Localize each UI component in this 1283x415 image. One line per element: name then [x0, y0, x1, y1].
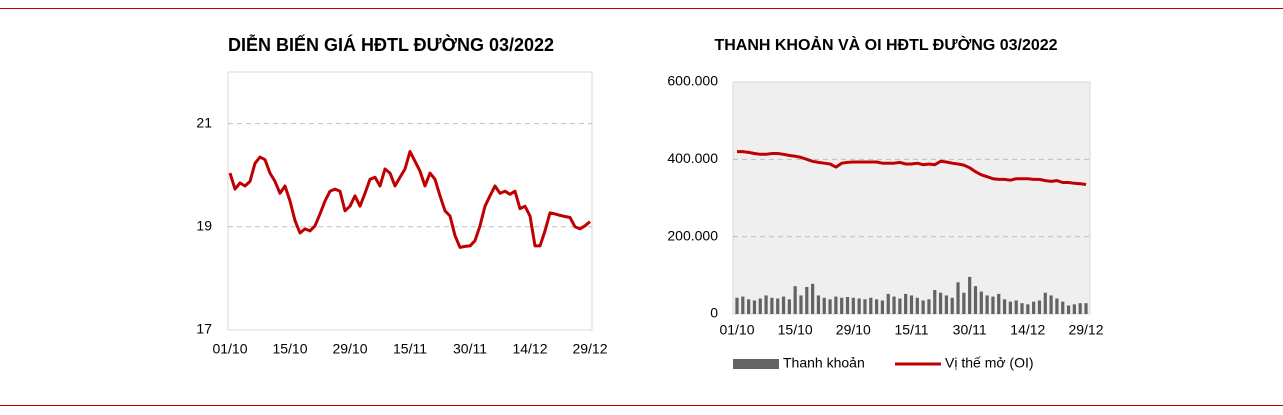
x-tick-label: 29/10 [332, 341, 367, 357]
x-tick-label: 01/10 [212, 341, 247, 357]
plot-area [732, 81, 1091, 315]
bar [752, 300, 757, 314]
bar [869, 297, 873, 314]
bar [968, 276, 972, 314]
bar [1066, 305, 1071, 314]
x-tick-label: 14/12 [1010, 322, 1045, 338]
x-tick-label: 29/10 [836, 322, 871, 338]
x-tick-label: 15/10 [778, 322, 813, 338]
bar [886, 293, 890, 314]
bar [921, 300, 925, 314]
bar [1043, 292, 1047, 314]
x-tick-label: 01/10 [719, 322, 754, 338]
bar [828, 299, 832, 314]
bar [927, 299, 931, 314]
chart-title: DIỄN BIẾN GIÁ HĐTL ĐƯỜNG 03/2022 [228, 34, 554, 55]
bar [822, 297, 826, 314]
x-tick-label: 15/10 [272, 341, 307, 357]
bar [799, 295, 803, 314]
bar [840, 297, 844, 314]
bar [1008, 301, 1012, 314]
y-tick-label: 200.000 [667, 227, 718, 243]
legend-swatch [733, 359, 779, 369]
x-tick-label: 15/11 [393, 341, 427, 357]
bar [1014, 300, 1018, 314]
legend-label: Vị thế mở (OI) [945, 355, 1034, 371]
bar [909, 295, 914, 314]
x-tick-label: 29/12 [1068, 322, 1103, 338]
y-tick-label: 0 [710, 305, 718, 321]
bar [985, 295, 989, 314]
bar [950, 297, 954, 314]
bar [851, 297, 855, 314]
bar [758, 298, 762, 314]
bar [944, 295, 949, 314]
plot-area [227, 71, 593, 331]
x-tick-label: 30/11 [953, 322, 987, 338]
bar [1026, 304, 1030, 314]
bar [962, 292, 966, 314]
bar [1061, 301, 1065, 314]
bar [741, 296, 745, 314]
bar [1002, 299, 1007, 314]
data-line [737, 150, 1087, 186]
bar [997, 293, 1001, 314]
bar [811, 283, 815, 314]
bar [816, 295, 821, 314]
bar [1078, 303, 1082, 314]
bar [764, 295, 768, 314]
bar [787, 299, 791, 314]
bar [991, 296, 995, 314]
bar [805, 286, 809, 314]
legend-label: Thanh khoản [783, 355, 865, 371]
bar [973, 286, 978, 314]
bar [956, 282, 960, 314]
bar [1049, 295, 1053, 314]
data-line [228, 150, 591, 249]
y-tick-label: 17 [196, 321, 212, 337]
bar [1055, 298, 1059, 314]
bar [845, 296, 850, 314]
bar [863, 299, 867, 314]
bar [735, 297, 739, 314]
y-tick-label: 600.000 [667, 73, 718, 89]
bar [1020, 303, 1024, 314]
bar [1032, 301, 1036, 314]
bar [781, 296, 786, 314]
bar [857, 298, 861, 314]
chart-title: THANH KHOẢN VÀ OI HĐTL ĐƯỜNG 03/2022 [714, 35, 1057, 54]
bar [904, 293, 908, 314]
bar [874, 299, 879, 314]
bar [880, 300, 885, 314]
bar [1072, 304, 1076, 314]
y-tick-label: 21 [196, 114, 212, 130]
bar [898, 298, 902, 314]
bar [1037, 300, 1042, 314]
bar [915, 297, 919, 314]
x-tick-label: 14/12 [512, 341, 547, 357]
y-tick-label: 400.000 [667, 150, 718, 166]
bar [793, 286, 797, 314]
bar [1084, 303, 1088, 314]
bar [979, 291, 983, 314]
bar [776, 298, 780, 314]
bar [892, 296, 896, 314]
bar [747, 299, 751, 314]
bar [938, 292, 943, 314]
bar [770, 297, 774, 314]
x-tick-label: 15/11 [895, 322, 929, 338]
bar [834, 296, 838, 314]
x-tick-label: 29/12 [572, 341, 607, 357]
bar [933, 290, 937, 314]
y-tick-label: 19 [196, 218, 212, 234]
x-tick-label: 30/11 [453, 341, 487, 357]
